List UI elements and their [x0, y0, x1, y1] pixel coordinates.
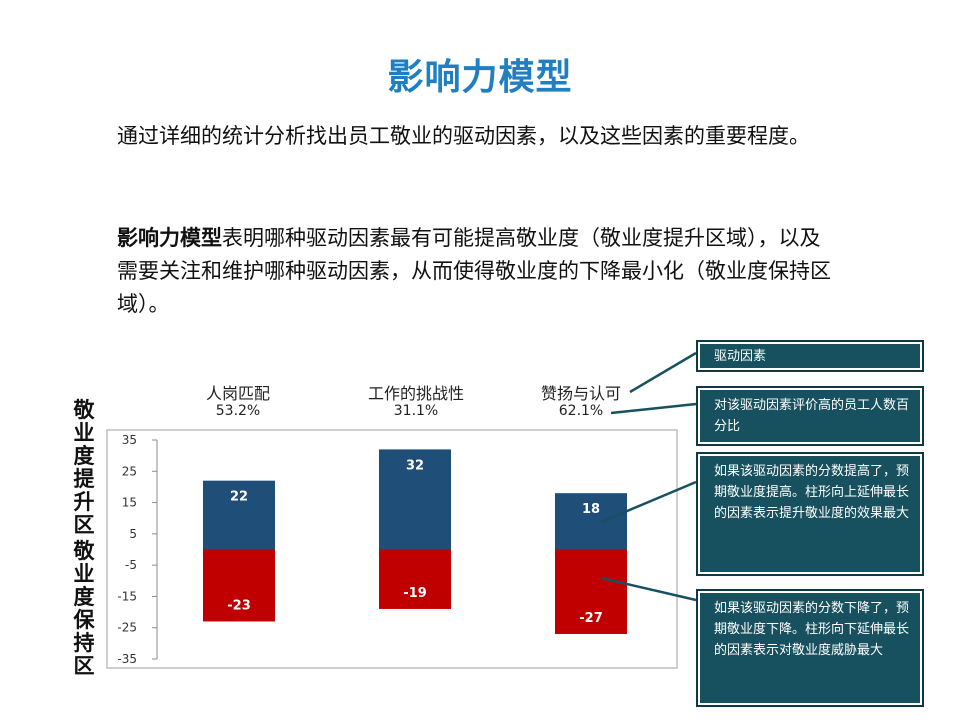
model-paragraph: 影响力模型表明哪种驱动因素最有可能提高敬业度（敬业度提升区域），以及需要关注和维…: [117, 222, 837, 321]
bar-negative-3: [555, 549, 627, 634]
bar-positive-1: [203, 480, 275, 550]
category-percent-3: 62.1%: [558, 403, 604, 419]
bar-label-positive-3: 18: [582, 502, 600, 517]
bar-label-negative-3: -27: [579, 611, 603, 626]
y-tick-label: 15: [122, 496, 137, 510]
plot-frame: [106, 429, 678, 669]
y-tick-label: 25: [122, 464, 137, 478]
model-description: 表明哪种驱动因素最有可能提高敬业度（敬业度提升区域），以及需要关注和维护哪种驱动…: [117, 226, 831, 316]
y-tick-label: -25: [117, 621, 137, 635]
connector-driver: [629, 351, 697, 394]
bar-positive-2: [379, 449, 451, 550]
ylabel-maintain-zone: 敬业度保持区: [73, 539, 95, 678]
y-tick-label: -35: [117, 652, 137, 666]
y-tick-label: -15: [117, 589, 137, 603]
y-tick-label: -5: [125, 558, 137, 572]
y-tick-label: 35: [122, 433, 137, 447]
category-name-1: 人岗匹配: [205, 384, 270, 403]
bar-label-negative-2: -19: [403, 586, 427, 601]
model-term: 影响力模型: [117, 226, 222, 250]
callout-percent: 对该驱动因素评价高的员工人数百分比: [696, 386, 924, 446]
connector-down: [600, 576, 697, 602]
bar-negative-1: [203, 549, 275, 622]
connector-percent: [610, 402, 697, 415]
y-tick-label: 5: [129, 527, 137, 541]
callout-driver: 驱动因素: [696, 340, 924, 372]
bar-positive-3: [555, 493, 627, 550]
callout-down: 如果该驱动因素的分数下降了，预期敬业度下降。柱形向下延伸最长的因素表示对敬业度威…: [696, 589, 924, 707]
ylabel-upgrade-zone: 敬业度提升区: [73, 398, 95, 537]
bar-label-negative-1: -23: [227, 598, 251, 613]
callout-up: 如果该驱动因素的分数提高了，预期敬业度提高。柱形向上延伸最长的因素表示提升敬业度…: [696, 452, 924, 576]
category-percent-1: 53.2%: [215, 403, 261, 419]
category-percent-2: 31.1%: [393, 403, 439, 419]
category-name-3: 赞扬与认可: [540, 384, 621, 403]
bar-label-positive-2: 32: [406, 458, 424, 473]
page-title: 影响力模型: [387, 57, 573, 98]
bar-negative-2: [379, 549, 451, 609]
intro-paragraph: 通过详细的统计分析找出员工敬业的驱动因素，以及这些因素的重要程度。: [117, 124, 810, 148]
category-name-2: 工作的挑战性: [367, 384, 464, 403]
connector-up: [600, 480, 697, 524]
bar-label-positive-1: 22: [230, 490, 248, 505]
